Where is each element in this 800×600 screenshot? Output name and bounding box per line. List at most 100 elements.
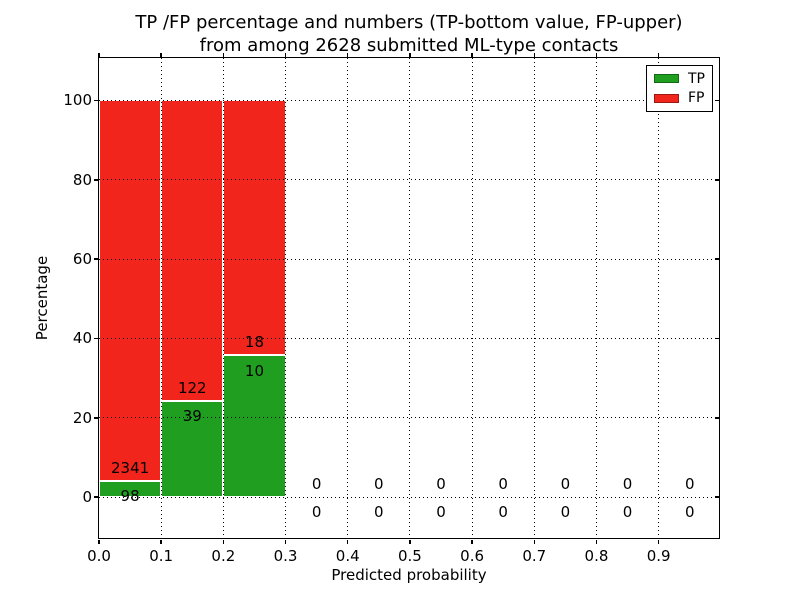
fp-count-label-bin-7: 0 <box>560 475 571 494</box>
legend-label-fp: FP <box>688 90 705 107</box>
y-tick-right-80 <box>715 179 719 181</box>
fp-count-label-bin-5: 0 <box>436 475 446 494</box>
x-tick-bottom-0.8 <box>595 539 598 544</box>
tp-count-label-bin-9: 0 <box>684 503 695 522</box>
y-tick-left-20 <box>93 417 99 419</box>
fp-count-label-bin-9: 0 <box>684 475 695 494</box>
y-tick-label-20: 20 <box>72 408 92 427</box>
y-tick-left-0 <box>93 496 99 498</box>
tp-count-label-bin-7: 0 <box>560 503 571 522</box>
tp-count-label-bin-6: 0 <box>498 503 508 522</box>
gridline-x-0.8 <box>595 58 597 538</box>
x-tick-bottom-0.0 <box>98 539 100 544</box>
fp-count-label-bin-2: 18 <box>244 333 264 352</box>
fp-count-label-bin-4: 0 <box>374 475 384 494</box>
x-tick-top-0.7 <box>533 52 536 57</box>
gridline-y-20 <box>99 417 719 419</box>
x-tick-bottom-0.9 <box>657 539 660 544</box>
legend-entry-fp: FP <box>654 90 708 106</box>
y-tick-label-100: 100 <box>63 91 92 110</box>
legend-entry-tp: TP <box>654 71 708 87</box>
gridline-x-0.5 <box>409 58 411 538</box>
tp-count-label-bin-3: 0 <box>311 503 322 522</box>
x-tick-bottom-0.2 <box>222 539 225 544</box>
legend-swatch-fp <box>654 93 679 103</box>
gridline-x-0.6 <box>471 58 473 538</box>
x-tick-bottom-0.4 <box>346 539 349 544</box>
gridline-x-0.2 <box>222 58 224 538</box>
gridline-x-0.4 <box>347 58 349 538</box>
y-tick-right-20 <box>715 417 719 419</box>
x-tick-label-0.7: 0.7 <box>522 547 547 565</box>
gridline-x-0.3 <box>285 58 287 538</box>
y-tick-left-60 <box>93 258 99 260</box>
y-tick-right-0 <box>715 496 719 498</box>
x-tick-top-0.2 <box>222 52 225 57</box>
x-tick-label-0.4: 0.4 <box>335 547 360 565</box>
fp-count-label-bin-8: 0 <box>622 475 633 494</box>
gridline-y-100 <box>99 99 719 101</box>
y-tick-label-60: 60 <box>72 250 92 269</box>
legend-swatch-tp <box>654 74 679 84</box>
x-tick-label-0.5: 0.5 <box>397 547 422 565</box>
fp-count-label-bin-6: 0 <box>498 475 508 494</box>
x-tick-bottom-0.6 <box>471 539 473 544</box>
gridline-x-0.7 <box>533 58 535 538</box>
x-tick-label-0.1: 0.1 <box>149 547 174 565</box>
x-tick-bottom-0.5 <box>409 539 411 544</box>
legend-label-tp: TP <box>688 70 705 87</box>
legend: TP FP <box>646 65 713 112</box>
tp-count-label-bin-2: 10 <box>244 361 264 380</box>
y-axis-label: Percentage <box>33 255 51 341</box>
chart-title-line2: from among 2628 submitted ML-type contac… <box>199 35 619 56</box>
x-tick-bottom-0.7 <box>533 539 536 544</box>
gridline-y-0 <box>99 496 719 498</box>
x-tick-label-0.8: 0.8 <box>584 547 609 565</box>
tp-count-label-bin-0: 98 <box>120 487 140 506</box>
gridline-y-60 <box>99 258 719 260</box>
y-tick-left-40 <box>93 337 99 340</box>
fp-count-label-bin-3: 0 <box>311 475 322 494</box>
y-tick-left-100 <box>93 99 99 102</box>
gridline-y-80 <box>99 179 719 181</box>
bar-fp-bin-1 <box>161 100 224 402</box>
x-tick-label-0.6: 0.6 <box>460 547 485 565</box>
y-tick-right-100 <box>715 99 719 102</box>
x-tick-top-0.1 <box>160 52 162 57</box>
x-tick-top-0.9 <box>657 52 660 57</box>
tp-count-label-bin-1: 39 <box>182 407 202 426</box>
tp-count-label-bin-4: 0 <box>374 503 384 522</box>
x-tick-label-0.9: 0.9 <box>646 547 671 565</box>
x-tick-label-0.3: 0.3 <box>273 547 298 565</box>
y-tick-right-40 <box>715 337 719 340</box>
chart-title: TP /FP percentage and numbers (TP-bottom… <box>99 11 719 57</box>
y-tick-right-60 <box>715 258 719 260</box>
x-tick-top-0.3 <box>284 52 287 57</box>
gridline-x-0.1 <box>160 58 162 538</box>
x-tick-top-0.0 <box>98 52 100 57</box>
chart-title-line1: TP /FP percentage and numbers (TP-bottom… <box>135 12 683 33</box>
plot-area <box>97 56 720 539</box>
bar-tp-bin-1 <box>161 401 224 498</box>
bar-fp-bin-2 <box>223 100 286 356</box>
x-tick-label-0.0: 0.0 <box>87 547 111 565</box>
y-tick-label-40: 40 <box>72 329 92 348</box>
y-tick-label-0: 0 <box>82 488 92 507</box>
fp-count-label-bin-0: 2341 <box>110 459 150 478</box>
tp-count-label-bin-8: 0 <box>622 503 633 522</box>
x-axis-label: Predicted probability <box>331 566 487 584</box>
x-tick-top-0.8 <box>595 52 598 57</box>
x-tick-label-0.2: 0.2 <box>211 547 236 565</box>
gridline-y-40 <box>99 337 719 339</box>
tp-count-label-bin-5: 0 <box>436 503 446 522</box>
x-tick-top-0.6 <box>471 52 473 57</box>
gridline-x-0.9 <box>658 58 660 538</box>
x-tick-bottom-0.1 <box>160 539 162 544</box>
bar-tp-bin-2 <box>223 355 286 498</box>
y-tick-label-80: 80 <box>72 170 92 189</box>
x-tick-top-0.5 <box>409 52 411 57</box>
fp-count-label-bin-1: 122 <box>177 378 207 397</box>
x-tick-top-0.4 <box>346 52 349 57</box>
y-tick-left-80 <box>93 179 99 181</box>
